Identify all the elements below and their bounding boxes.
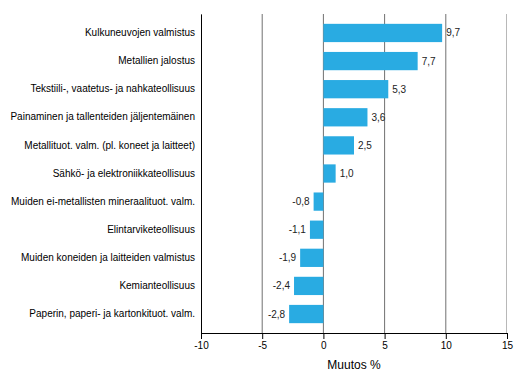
tick-label: 0 [321,340,327,351]
bar [294,277,323,295]
axis-title: Muutos % [327,358,381,372]
data-labels: -2,8 -2,4 -1,9 -1,1 -0,8 1,0 2,5 3,6 5,3 7,7 9,7 [268,27,461,319]
tick-label: 5 [382,340,388,351]
data-label: 5,3 [392,84,406,95]
data-label: 9,7 [446,27,460,38]
tick-label: Kemianteollisuus [119,280,195,291]
tick-label: Metallituot. valm. (pl. koneet ja laitte… [24,140,195,151]
value-axis: -10 -5 0 5 10 15 [194,333,513,351]
data-label: 2,5 [358,140,372,151]
category-axis: Paperin, paperi- ja kartonkituot. valm. K… [10,15,201,334]
tick: 5 [382,333,388,351]
bar [310,221,323,239]
tick: 10 [441,333,453,351]
tick-label: 15 [502,340,514,351]
tick: Muiden koneiden ja laitteiden valmistus [21,252,201,263]
grid-line [262,14,263,333]
tick: Elintarviketeollisuus [107,224,201,235]
tick-label: 10 [441,340,453,351]
tick-label: Muiden ei-metallisten mineraalituot. val… [11,196,195,207]
data-label: -1,1 [289,224,307,235]
tick: Paperin, paperi- ja kartonkituot. valm. [29,308,201,319]
tick: 0 [321,333,327,351]
data-label: 1,0 [340,168,354,179]
tick-label: Paperin, paperi- ja kartonkituot. valm. [29,308,195,319]
tick: Tekstiili-, vaatetus- ja nahkateollisuus [30,83,201,94]
bar [289,305,323,323]
tick: -5 [258,333,267,351]
tick: Metallien jalostus [118,55,201,66]
grid-line [201,14,202,333]
tick-label: Metallien jalostus [118,55,195,66]
bar [314,192,324,210]
chart: -10 -5 0 5 10 15 Paperin, paperi- ja kartonkit… [0,0,529,377]
grid [201,14,507,333]
bar [323,52,417,70]
tick-mark [262,333,263,339]
tick-label: -10 [194,340,209,351]
tick-label: Elintarviketeollisuus [107,224,195,235]
bar [323,108,367,126]
grid-line [445,14,446,333]
bar [300,249,323,267]
tick: 15 [502,333,514,351]
bar [323,24,442,42]
plot: -10 -5 0 5 10 15 Paperin, paperi- ja kartonkit… [10,14,513,351]
tick-label: Muiden koneiden ja laitteiden valmistus [21,252,195,263]
tick: Sähkö- ja elektroniikkateollisuus [53,168,201,179]
bar [323,136,354,154]
tick-mark [323,333,324,339]
data-label: 7,7 [422,56,436,67]
data-label: -1,9 [279,252,297,263]
tick-mark [446,333,447,339]
bar [323,80,388,98]
tick: Kulkuneuvojen valmistus [85,27,201,38]
data-label: -2,8 [268,309,286,320]
data-label: -2,4 [273,280,291,291]
tick: Kemianteollisuus [119,280,201,291]
tick-label: Painaminen ja tallenteiden jäljentemäine… [10,111,195,122]
data-label: -0,8 [292,196,310,207]
bars [289,24,442,323]
bar [323,164,335,182]
tick-label: -5 [258,340,267,351]
tick: Muiden ei-metallisten mineraalituot. val… [11,196,201,207]
axis-line [202,333,508,334]
tick-mark [201,333,202,339]
tick-label: Tekstiili-, vaatetus- ja nahkateollisuus [30,83,195,94]
tick: Painaminen ja tallenteiden jäljentemäine… [10,111,201,122]
tick-mark [507,333,508,339]
tick: -10 [194,333,209,351]
tick-mark [385,333,386,339]
tick-label: Sähkö- ja elektroniikkateollisuus [53,168,195,179]
tick-label: Kulkuneuvojen valmistus [85,27,195,38]
tick: Metallituot. valm. (pl. koneet ja laitte… [24,140,201,151]
grid-line [507,14,508,333]
data-label: 3,6 [371,112,385,123]
axis-line [201,15,202,334]
